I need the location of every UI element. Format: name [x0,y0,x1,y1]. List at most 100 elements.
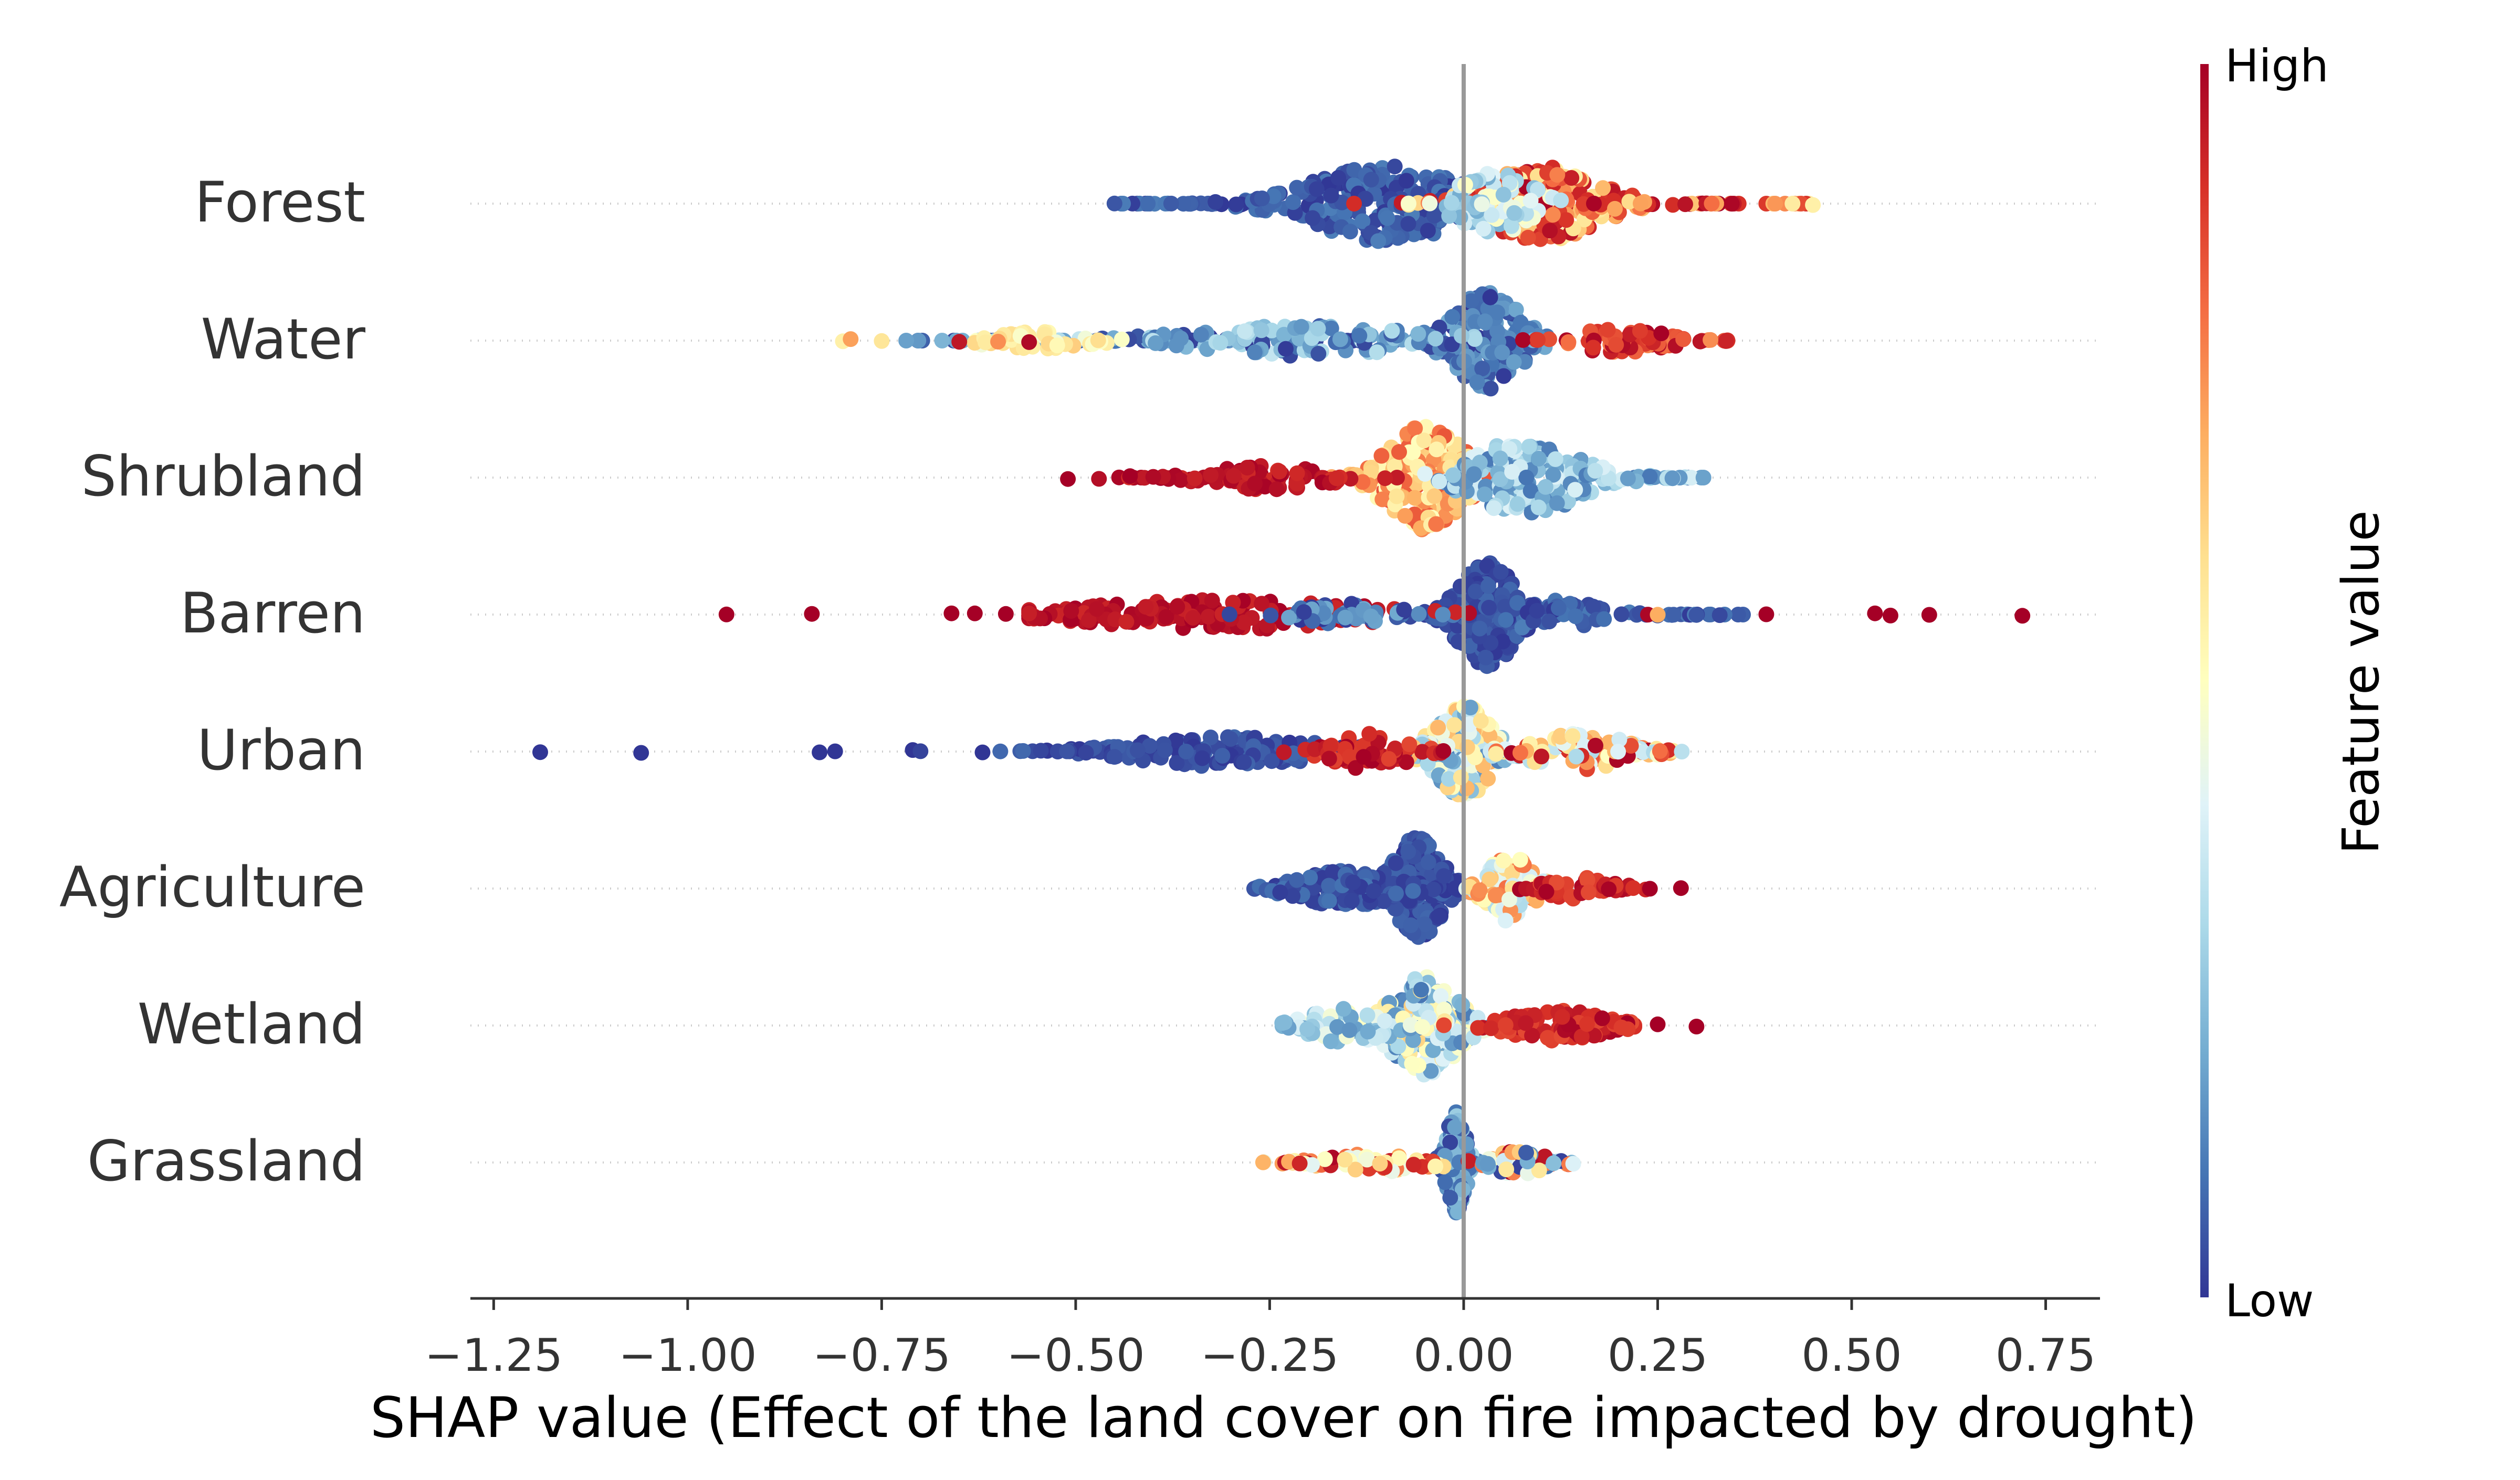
shap-point [1494,344,1510,361]
shap-point [1758,606,1774,622]
colorbar: High Low Feature value [2200,40,2390,1327]
shap-point [1389,488,1405,504]
x-tick-label: 0.75 [1996,1329,2096,1382]
shap-point [1472,454,1488,471]
shap-point [1321,893,1337,909]
shap-point [827,743,843,759]
shap-point [1534,748,1549,765]
shap-point [1540,1030,1556,1046]
shap-point [1552,729,1569,745]
shap-point [1553,192,1569,208]
shap-point [1063,603,1079,619]
shap-point [1509,595,1526,611]
shap-point [1406,490,1423,506]
shap-point [1642,881,1658,897]
shap-point [1272,463,1287,480]
shap-point [1369,344,1385,361]
shap-point [1724,196,1740,212]
shap-point [1573,1029,1590,1044]
shap-point [1518,469,1535,485]
shap-point [1293,319,1309,335]
feature-label-forest: Forest [195,170,365,235]
shap-point [1363,172,1379,188]
shap-point [1563,170,1580,186]
shap-point [1650,1016,1666,1032]
shap-point [1517,354,1533,370]
shap-point [1377,1013,1393,1029]
shap-point [1554,1009,1570,1025]
shap-point [843,331,859,347]
shap-point [1665,607,1682,623]
shap-point [1541,614,1558,630]
shap-point [1436,1001,1452,1018]
shap-point [1688,1019,1705,1034]
shap-point [1410,326,1426,342]
shap-point [1498,612,1514,628]
shap-point [1411,606,1427,622]
shap-point [967,605,983,621]
shap-point [1435,607,1451,623]
shap-point [1487,887,1504,904]
shap-point [1416,916,1433,932]
shap-point [1867,605,1883,621]
shap-point [1610,744,1626,760]
shap-point [1509,496,1526,512]
shap-point [1391,444,1407,460]
shap-point [1328,470,1345,487]
shap-point [1360,1023,1376,1040]
shap-point [1538,884,1555,900]
shap-point [1462,700,1478,716]
shap-point [1138,599,1154,615]
shap-point [1476,487,1493,502]
shap-point [1374,491,1391,508]
colorbar-gradient [2200,64,2209,1297]
shap-point [1579,1016,1595,1032]
shap-point [1453,769,1469,786]
shap-point [1114,331,1130,347]
shap-point [1178,744,1194,759]
shap-point [1400,843,1416,860]
shap-point [1173,330,1189,346]
shap-point [1474,196,1490,213]
shap-point [1060,471,1076,487]
shap-point [1472,620,1488,637]
shap-point [1665,197,1681,213]
shap-point [1122,468,1138,484]
shap-point [1402,1017,1419,1033]
shap-point [1560,334,1577,350]
shap-point [1403,917,1419,933]
shap-point [1504,464,1520,480]
shap-point [1545,467,1561,483]
shap-point [1704,195,1720,212]
shap-point [1247,475,1263,492]
shap-point [1921,607,1937,623]
shap-point [1253,322,1269,339]
shap-point [1425,881,1442,897]
shap-point [1492,450,1508,467]
shap-point [1140,196,1156,212]
shap-point [1308,181,1325,197]
shap-point [1225,468,1242,484]
shap-point [1429,441,1445,458]
shap-point [1496,368,1512,384]
feature-labels: Forest Water Shrubland Barren Urban Agricultu… [59,170,365,1193]
shap-point [1345,874,1361,891]
shap-point [1263,607,1279,623]
shap-point [1145,469,1161,485]
shap-point [1246,344,1263,361]
shap-point [1310,346,1327,362]
shap-point [1354,213,1371,229]
x-tick-label: 0.50 [1801,1329,1902,1382]
shap-point [1568,748,1584,765]
shap-point [1396,601,1412,618]
shap-point [1683,470,1699,486]
shap-point [1397,508,1413,524]
shap-point [1299,1021,1316,1037]
shap-point [1221,606,1237,622]
shap-point [1495,633,1511,650]
shap-point [1718,333,1734,349]
shap-point [1428,516,1444,532]
shap-point [1564,728,1581,744]
feature-label-agriculture: Agriculture [59,855,365,919]
shap-point [1015,743,1031,759]
